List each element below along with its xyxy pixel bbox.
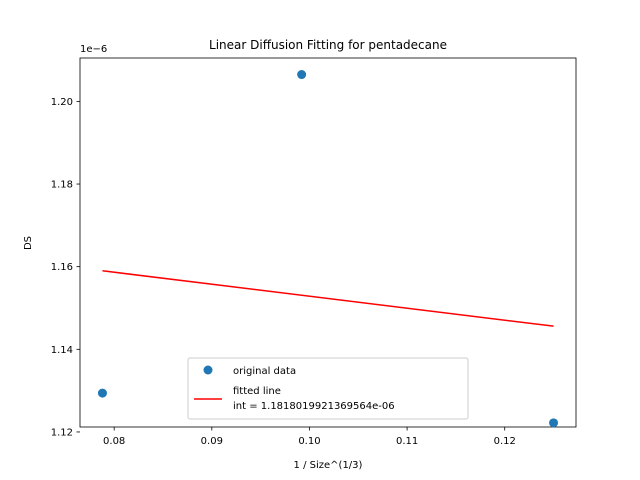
x-tick-label: 0.10 bbox=[298, 436, 320, 447]
y-offset-text: 1e−6 bbox=[80, 44, 107, 55]
data-layer bbox=[97, 70, 559, 428]
data-point bbox=[549, 418, 559, 428]
chart-title: Linear Diffusion Fitting for pentadecane bbox=[209, 38, 447, 52]
y-tick-label: 1.18 bbox=[51, 180, 73, 191]
legend-label-fitted-line-int: int = 1.1818019921369564e-06 bbox=[233, 401, 395, 412]
y-tick-label: 1.14 bbox=[51, 345, 73, 356]
legend-box bbox=[187, 357, 469, 420]
plot-frame bbox=[79, 57, 577, 428]
x-tick-label: 0.09 bbox=[201, 436, 223, 447]
x-axis-label: 1 / Size^(1/3) bbox=[294, 460, 363, 471]
data-point bbox=[297, 70, 307, 80]
legend-label-fitted-line: fitted line bbox=[233, 386, 281, 397]
legend: original data fitted line int = 1.1818019… bbox=[187, 357, 469, 420]
x-tick-label: 0.11 bbox=[396, 436, 418, 447]
y-axis-label: DS bbox=[23, 236, 34, 250]
data-point bbox=[97, 388, 107, 398]
x-tick-label: 0.08 bbox=[103, 436, 125, 447]
axes: 0.08 0.09 0.10 0.11 0.12 1.12 1.14 1.16 1.18 1.20 bbox=[51, 57, 577, 447]
fitted-line bbox=[102, 270, 554, 327]
y-tick-label: 1.16 bbox=[51, 262, 73, 273]
x-tick-label: 0.12 bbox=[494, 436, 516, 447]
y-tick-label: 1.20 bbox=[51, 97, 73, 108]
y-tick-label: 1.12 bbox=[51, 427, 73, 438]
legend-marker-original-data bbox=[203, 365, 213, 375]
legend-label-original-data: original data bbox=[233, 366, 296, 377]
